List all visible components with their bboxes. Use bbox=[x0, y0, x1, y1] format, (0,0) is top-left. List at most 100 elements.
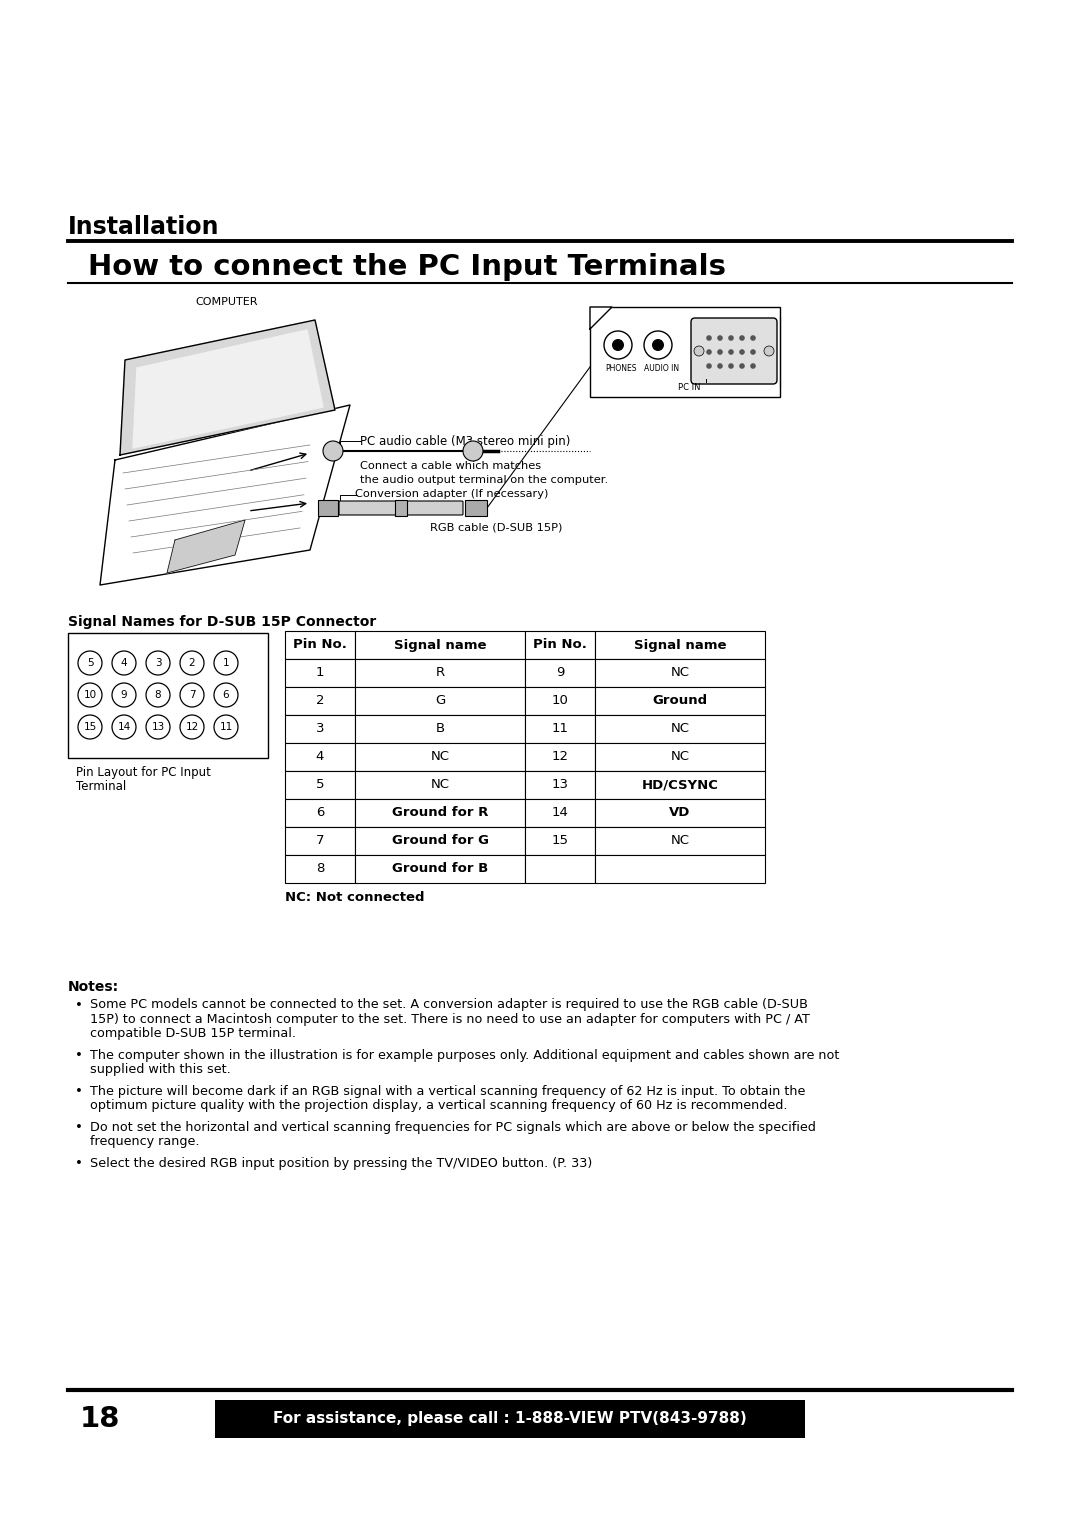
Circle shape bbox=[652, 339, 664, 351]
Text: 1: 1 bbox=[222, 659, 229, 668]
Text: NC: NC bbox=[671, 834, 689, 848]
Text: For assistance, please call : 1-888-VIEW PTV(843-9788): For assistance, please call : 1-888-VIEW… bbox=[273, 1412, 747, 1427]
Circle shape bbox=[739, 350, 745, 354]
Text: 12: 12 bbox=[552, 750, 568, 764]
Text: 15: 15 bbox=[83, 723, 96, 732]
FancyBboxPatch shape bbox=[691, 318, 777, 384]
Circle shape bbox=[463, 442, 483, 461]
Bar bbox=[285, 688, 355, 715]
Text: How to connect the PC Input Terminals: How to connect the PC Input Terminals bbox=[87, 254, 726, 281]
Text: Installation: Installation bbox=[68, 215, 219, 238]
Text: supplied with this set.: supplied with this set. bbox=[90, 1063, 231, 1076]
Text: AUDIO IN: AUDIO IN bbox=[644, 364, 679, 373]
Text: 11: 11 bbox=[219, 723, 232, 732]
Text: R: R bbox=[435, 666, 445, 680]
Text: Do not set the horizontal and vertical scanning frequencies for PC signals which: Do not set the horizontal and vertical s… bbox=[90, 1120, 815, 1134]
Text: The computer shown in the illustration is for example purposes only. Additional : The computer shown in the illustration i… bbox=[90, 1048, 839, 1062]
Text: NC: NC bbox=[671, 666, 689, 680]
Bar bbox=[285, 856, 355, 883]
Text: 13: 13 bbox=[151, 723, 164, 732]
Text: 9: 9 bbox=[121, 691, 127, 700]
Bar bbox=[525, 743, 595, 772]
Text: Conversion adapter (If necessary): Conversion adapter (If necessary) bbox=[355, 489, 549, 500]
Circle shape bbox=[717, 350, 723, 354]
Bar bbox=[355, 772, 525, 799]
Text: 10: 10 bbox=[83, 691, 96, 700]
Text: •: • bbox=[75, 1085, 83, 1099]
Text: NC: NC bbox=[431, 778, 449, 792]
Text: 7: 7 bbox=[189, 691, 195, 700]
Bar bbox=[465, 500, 487, 516]
Bar bbox=[595, 631, 765, 659]
Text: Ground: Ground bbox=[652, 695, 707, 707]
Text: NC: Not connected: NC: Not connected bbox=[285, 891, 424, 905]
Text: 6: 6 bbox=[222, 691, 229, 700]
Text: 5: 5 bbox=[315, 778, 324, 792]
Text: 4: 4 bbox=[121, 659, 127, 668]
Circle shape bbox=[717, 335, 723, 341]
Bar bbox=[285, 743, 355, 772]
Bar bbox=[355, 659, 525, 688]
Bar bbox=[595, 827, 765, 856]
Text: PC audio cable (M3 stereo mini pin): PC audio cable (M3 stereo mini pin) bbox=[360, 435, 570, 448]
Text: Signal name: Signal name bbox=[634, 639, 726, 651]
Circle shape bbox=[764, 345, 774, 356]
FancyBboxPatch shape bbox=[339, 501, 396, 515]
Text: 12: 12 bbox=[186, 723, 199, 732]
Text: 9: 9 bbox=[556, 666, 564, 680]
Text: 18: 18 bbox=[80, 1406, 120, 1433]
Bar bbox=[355, 856, 525, 883]
Text: compatible D-SUB 15P terminal.: compatible D-SUB 15P terminal. bbox=[90, 1027, 296, 1041]
Bar bbox=[355, 743, 525, 772]
Text: RGB cable (D-SUB 15P): RGB cable (D-SUB 15P) bbox=[430, 523, 563, 532]
Bar bbox=[525, 688, 595, 715]
Text: VD: VD bbox=[670, 807, 691, 819]
Text: 8: 8 bbox=[154, 691, 161, 700]
Bar bbox=[525, 799, 595, 827]
Circle shape bbox=[751, 364, 756, 368]
Bar bbox=[355, 631, 525, 659]
Circle shape bbox=[728, 335, 733, 341]
Text: Pin No.: Pin No. bbox=[293, 639, 347, 651]
Bar bbox=[595, 772, 765, 799]
Text: PC IN: PC IN bbox=[678, 384, 701, 393]
Bar bbox=[525, 856, 595, 883]
Text: 2: 2 bbox=[315, 695, 324, 707]
Text: •: • bbox=[75, 1050, 83, 1062]
Bar bbox=[285, 631, 355, 659]
Circle shape bbox=[728, 350, 733, 354]
Text: PHONES: PHONES bbox=[605, 364, 636, 373]
Text: Notes:: Notes: bbox=[68, 979, 119, 995]
Text: Select the desired RGB input position by pressing the TV/VIDEO button. (P. 33): Select the desired RGB input position by… bbox=[90, 1157, 592, 1169]
Polygon shape bbox=[100, 405, 350, 585]
Text: 3: 3 bbox=[154, 659, 161, 668]
Text: Ground for R: Ground for R bbox=[392, 807, 488, 819]
Circle shape bbox=[694, 345, 704, 356]
Circle shape bbox=[751, 335, 756, 341]
Circle shape bbox=[751, 350, 756, 354]
Bar bbox=[525, 772, 595, 799]
Bar bbox=[525, 715, 595, 743]
Bar bbox=[215, 1400, 805, 1438]
Bar bbox=[595, 688, 765, 715]
Circle shape bbox=[706, 350, 712, 354]
Circle shape bbox=[706, 335, 712, 341]
Polygon shape bbox=[590, 307, 612, 329]
Text: Signal Names for D-SUB 15P Connector: Signal Names for D-SUB 15P Connector bbox=[68, 614, 376, 630]
Bar bbox=[595, 799, 765, 827]
Circle shape bbox=[706, 364, 712, 368]
Text: 8: 8 bbox=[315, 862, 324, 876]
Bar bbox=[395, 500, 407, 516]
Text: 14: 14 bbox=[552, 807, 568, 819]
Text: 3: 3 bbox=[315, 723, 324, 735]
Text: 15P) to connect a Macintosh computer to the set. There is no need to use an adap: 15P) to connect a Macintosh computer to … bbox=[90, 1013, 810, 1025]
Bar bbox=[595, 856, 765, 883]
Text: 2: 2 bbox=[189, 659, 195, 668]
Text: HD/CSYNC: HD/CSYNC bbox=[642, 778, 718, 792]
Text: Connect a cable which matches: Connect a cable which matches bbox=[360, 461, 541, 471]
Bar bbox=[355, 688, 525, 715]
Circle shape bbox=[728, 364, 733, 368]
Bar bbox=[318, 500, 338, 516]
Text: 14: 14 bbox=[118, 723, 131, 732]
Text: frequency range.: frequency range. bbox=[90, 1135, 200, 1148]
